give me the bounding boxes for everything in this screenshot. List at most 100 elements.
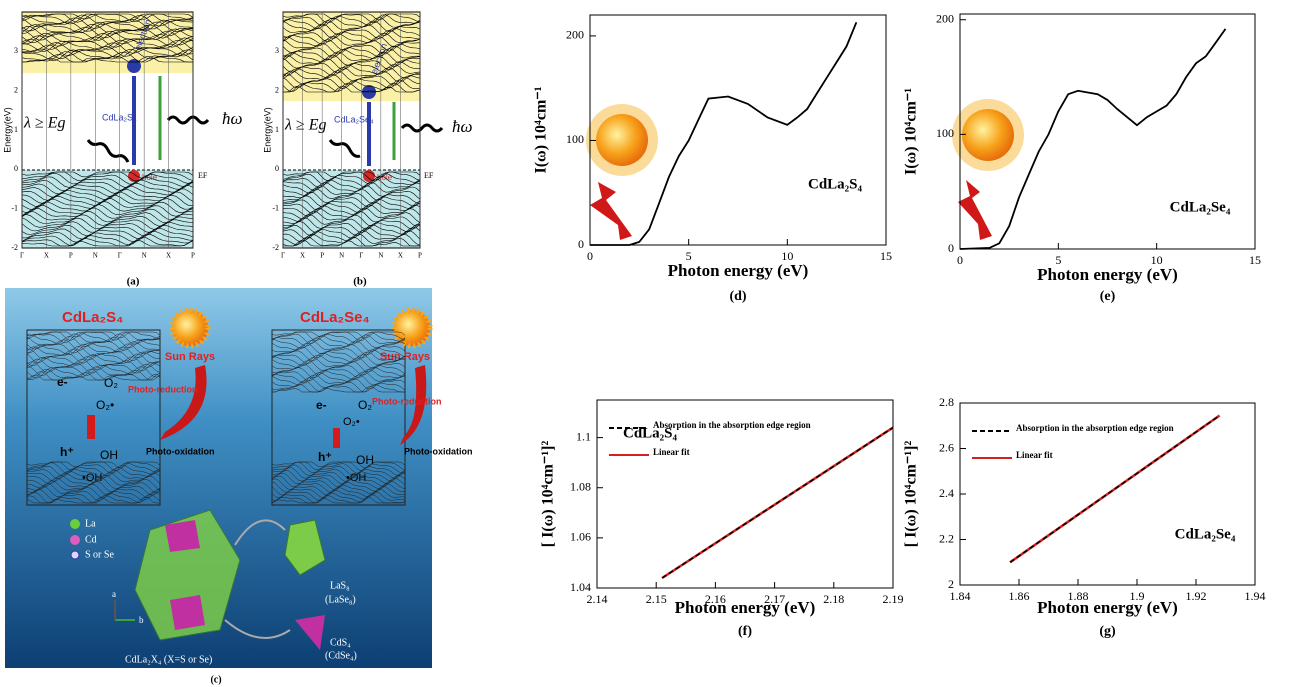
figure: Energy(eV) electron hole CdLa₂S₄ λ ≥ Eg … [0, 0, 1289, 687]
photon-wave [168, 117, 208, 123]
y-tick-label: 2 [275, 85, 279, 94]
y-tick-label: 1.04 [570, 580, 591, 594]
k-label: X [166, 252, 171, 260]
x-axis-label: Photon energy (eV) [675, 598, 816, 617]
x-tick-label: 2.19 [883, 592, 904, 606]
y-tick-label: -1 [272, 203, 279, 212]
x-tick-label: 1.86 [1009, 589, 1030, 603]
crystal-tetrahedron [165, 520, 200, 552]
k-label: P [320, 252, 324, 260]
y-label: Energy(eV) [2, 107, 12, 153]
conduction-region [283, 12, 420, 101]
x-axis-label: Photon energy (eV) [1037, 598, 1178, 617]
y-tick-label: 1.06 [570, 530, 591, 544]
lambda-label: λ ≥ Eg [23, 115, 65, 132]
y-tick-label: 2 [948, 577, 954, 591]
data-line [662, 428, 893, 578]
x-tick-label: 1.92 [1186, 589, 1207, 603]
y-tick-label: -2 [272, 243, 279, 252]
photon-wave [330, 140, 360, 156]
legend-text: Linear fit [1016, 450, 1053, 460]
y-axis-label: [ I(ω) 10⁴cm⁻¹]² [903, 441, 920, 548]
x-tick-label: 15 [1249, 253, 1261, 267]
legend-text: S or Se [85, 549, 114, 560]
compound-label: CdLa₂Se₄ [334, 114, 374, 124]
legend-dot [70, 519, 80, 529]
x-tick-label: 0 [957, 253, 963, 267]
x-tick-label: 2.15 [646, 592, 667, 606]
k-label: X [398, 252, 403, 260]
caption: (c) [210, 674, 221, 685]
lase8-label: (LaSe₈) [325, 594, 356, 605]
o2-label: O₂ [104, 376, 118, 390]
x-tick-label: 2.18 [823, 592, 844, 606]
x-tick-label: 1.84 [950, 589, 971, 603]
y-tick-label: -1 [11, 203, 18, 212]
annotation: CdLa₂S₄ [808, 176, 863, 192]
left-title: CdLa₂S₄ [62, 309, 123, 326]
photon-wave [88, 140, 128, 162]
annotation: CdLa₂Se₄ [1170, 199, 1231, 215]
k-label: N [142, 252, 147, 260]
sun [962, 109, 1014, 161]
fermi-label: EF [198, 171, 208, 180]
k-label: Γ [20, 252, 24, 260]
y-axis-label: I(ω) 10⁴cm⁻¹ [533, 86, 550, 173]
legend-text: Absorption in the absorption edge region [653, 420, 811, 430]
caption: (b) [353, 276, 367, 288]
legend-text: La [85, 518, 96, 529]
y-tick-label: 2.8 [939, 395, 954, 409]
caption: (a) [127, 276, 140, 288]
legend-text: Linear fit [653, 447, 690, 457]
sun [172, 310, 208, 346]
y-tick-label: 0 [275, 164, 279, 173]
legend-dot [71, 551, 79, 559]
reduction-label: Photo-reduction [372, 396, 442, 406]
axis-label: b [139, 615, 144, 625]
axis-label: a [112, 589, 116, 599]
fermi-label: EF [424, 171, 434, 180]
superoxide-label: O₂• [96, 398, 114, 412]
caption: (e) [1100, 289, 1116, 304]
y-axis-label: I(ω) 10⁴cm⁻¹ [903, 88, 920, 175]
cds4-label: CdS₄ [330, 637, 351, 648]
y-tick-label: 0 [948, 241, 954, 255]
y-tick-label: -2 [11, 243, 18, 252]
caption: (f) [738, 624, 752, 639]
x-tick-label: 15 [880, 249, 892, 263]
x-tick-label: 1.94 [1245, 589, 1266, 603]
cdse4-label: (CdSe₄) [325, 650, 357, 661]
oh-label: OH [356, 453, 374, 467]
hole-label: h⁺ [318, 450, 332, 464]
y-tick-label: 1.1 [576, 429, 591, 443]
formula-label: CdLa₂X₄ (X=S or Se) [125, 654, 212, 665]
k-label: Γ [118, 252, 122, 260]
annotation: CdLa₂Se₄ [1175, 526, 1236, 542]
las8-label: LaS₈ [330, 580, 350, 591]
y-tick-label: 1.08 [570, 479, 591, 493]
k-label: Γ [359, 252, 363, 260]
oxidation-label: Photo-oxidation [146, 446, 215, 456]
y-tick-label: 1 [275, 125, 279, 134]
x-axis-label: Photon energy (eV) [668, 261, 809, 280]
y-label: Energy(eV) [262, 107, 272, 153]
light-bolt [590, 182, 632, 240]
k-label: P [69, 252, 73, 260]
y-tick-label: 100 [936, 126, 954, 140]
sun-icon [586, 99, 1024, 240]
caption: (d) [729, 289, 746, 304]
k-label: N [339, 252, 344, 260]
y-tick-label: 2.6 [939, 440, 954, 454]
y-tick-label: 0 [578, 237, 584, 251]
emission-label: ħω [222, 109, 243, 128]
k-label: N [93, 252, 98, 260]
sun-label: Sun Rays [380, 351, 430, 363]
caption: (g) [1099, 624, 1116, 639]
photon-wave [402, 125, 442, 131]
conduction-region [22, 12, 193, 73]
y-tick-label: 100 [566, 132, 584, 146]
y-tick-label: 2.2 [939, 531, 954, 545]
hole-label: h⁺ [60, 445, 74, 459]
emission-label: ħω [452, 117, 473, 136]
excitation-arrow [333, 428, 340, 448]
